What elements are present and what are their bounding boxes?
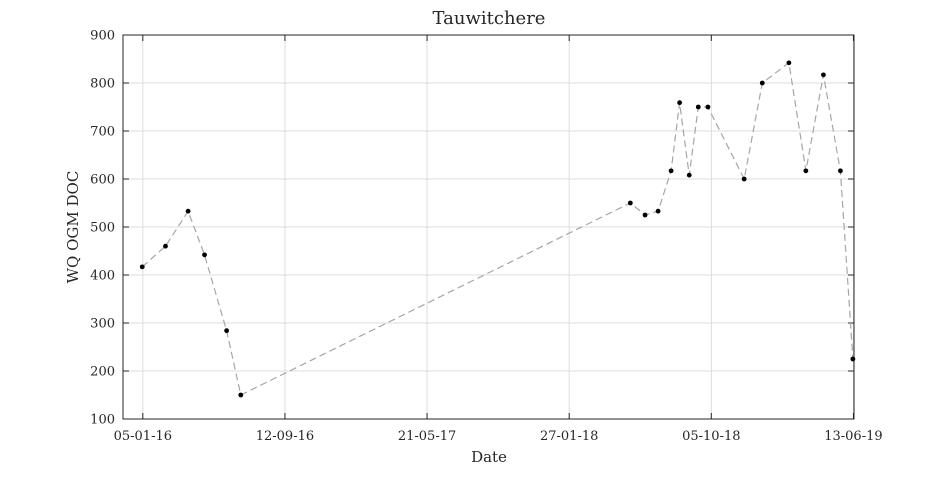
axis-ticks: 100 200 300 400 500 600 700 800 900 05-01-16 12-09…: [90, 29, 882, 445]
y-tick-label: 100: [90, 413, 115, 428]
data-point: [803, 168, 809, 174]
y-axis-title: WQ OGM DOC: [64, 171, 82, 284]
data-point: [759, 80, 765, 86]
x-tick-label: 05-01-16: [114, 429, 172, 444]
grid: [123, 34, 854, 420]
data-point: [786, 60, 792, 66]
y-tick-label: 900: [90, 29, 115, 44]
y-tick-label: 600: [90, 173, 115, 188]
data-point: [686, 172, 692, 178]
x-tick-label: 27-01-18: [540, 429, 598, 444]
data-point: [185, 208, 191, 214]
data-point: [741, 176, 747, 182]
y-tick-label: 500: [90, 221, 115, 236]
chart-title: Tauwitchere: [433, 8, 546, 29]
data-point: [677, 100, 683, 106]
data-point: [642, 212, 648, 218]
data-point: [163, 243, 168, 249]
x-tick-label: 12-09-16: [256, 429, 314, 444]
x-tick-label: 21-05-17: [398, 429, 456, 444]
data-point: [695, 104, 701, 110]
x-tick-label: 05-10-18: [682, 429, 740, 444]
series-layer: [139, 60, 856, 398]
data-point: [705, 104, 711, 110]
data-point: [139, 264, 145, 270]
y-tick-label: 800: [90, 77, 115, 92]
y-tick-label: 400: [90, 269, 115, 284]
x-tick-label: 13-06-19: [824, 429, 882, 444]
series-line: [141, 61, 854, 396]
data-point: [821, 72, 826, 78]
data-point: [224, 328, 230, 334]
data-point: [668, 168, 674, 174]
x-axis-title: Date: [471, 448, 507, 466]
y-tick-label: 700: [90, 125, 115, 140]
data-point: [627, 200, 633, 206]
data-point: [850, 356, 856, 362]
data-point: [838, 168, 843, 174]
data-point: [238, 392, 244, 398]
y-tick-label: 300: [90, 317, 115, 332]
y-tick-label: 200: [90, 365, 115, 380]
data-point: [202, 252, 207, 258]
data-point: [655, 208, 661, 214]
